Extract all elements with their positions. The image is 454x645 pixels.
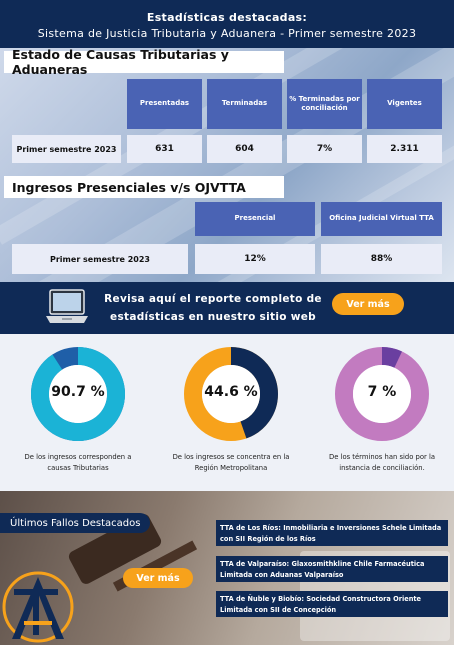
fallo-item-3[interactable]: TTA de Ñuble y Biobío: Sociedad Construc… (216, 591, 448, 617)
causas-value-conciliacion: 7% (287, 135, 362, 163)
ingresos-row-label: Primer semestre 2023 (12, 244, 188, 274)
causas-col-vigentes: Vigentes (367, 79, 442, 129)
donut-chart-3 (334, 346, 430, 446)
fallo-item-2[interactable]: TTA de Valparaíso: Glaxosmithkline Chile… (216, 556, 448, 582)
donut-hole (202, 365, 260, 423)
donut-caption-3: De los términos han sido por la instanci… (328, 453, 435, 472)
donut-value-segment (184, 347, 278, 441)
ver-mas-fallos-button[interactable]: Ver más (123, 568, 193, 588)
ingresos-col-ojv: Oficina Judicial Virtual TTA (321, 202, 442, 236)
causas-col-presentadas: Presentadas (127, 79, 202, 129)
ingresos-value-presencial: 12% (195, 244, 315, 274)
donut-hole (49, 365, 107, 423)
donut-caption-1: De los ingresos corresponden a causas Tr… (24, 453, 132, 472)
laptop-icon (46, 289, 88, 323)
donut-caption-2: De los ingresos se concentra en la Regió… (172, 453, 290, 472)
donut-value-segment (335, 347, 429, 441)
report-band-text: Revisa aquí el reporte completo de estad… (104, 293, 322, 323)
causas-value-vigentes: 2.311 (367, 135, 442, 163)
fallos-section: Últimos Fallos Destacados Ver más TTA de… (0, 491, 454, 645)
stats-section: 90.7 % De los ingresos corresponden a ca… (0, 334, 454, 491)
donut-value-1: 90.7 % (51, 384, 105, 400)
donut-chart-1 (30, 346, 126, 446)
header-title: Estadísticas destacadas: (146, 11, 308, 24)
ver-mas-report-button[interactable]: Ver más (332, 293, 404, 315)
fallos-title: Últimos Fallos Destacados (0, 513, 150, 533)
report-band: Revisa aquí el reporte completo de estad… (0, 282, 454, 334)
causas-title: Estado de Causas Tributarias y Aduaneras (4, 47, 284, 77)
causas-value-terminadas: 604 (207, 135, 282, 163)
causas-value-presentadas: 631 (127, 135, 202, 163)
donut-hole (353, 365, 411, 423)
donut-value-2: 44.6 % (204, 384, 258, 400)
donut-value-3: 7 % (367, 384, 397, 400)
header-subtitle: Sistema de Justicia Tributaria y Aduaner… (37, 27, 417, 40)
donut-chart-2 (183, 346, 279, 446)
causas-row-label: Primer semestre 2023 (12, 135, 121, 163)
fallo-item-1[interactable]: TTA de Los Ríos: Inmobiliaria e Inversio… (216, 520, 448, 546)
causas-col-conciliacion: % Terminadas por conciliación (287, 79, 362, 129)
ingresos-value-ojv: 88% (321, 244, 442, 274)
header: Estadísticas destacadas: Sistema de Just… (0, 0, 454, 48)
ingresos-title: Ingresos Presenciales v/s OJVTTA (4, 176, 284, 198)
causas-col-terminadas: Terminadas (207, 79, 282, 129)
logo (0, 559, 86, 645)
donut-value-segment (31, 347, 125, 441)
ingresos-col-presencial: Presencial (195, 202, 315, 236)
